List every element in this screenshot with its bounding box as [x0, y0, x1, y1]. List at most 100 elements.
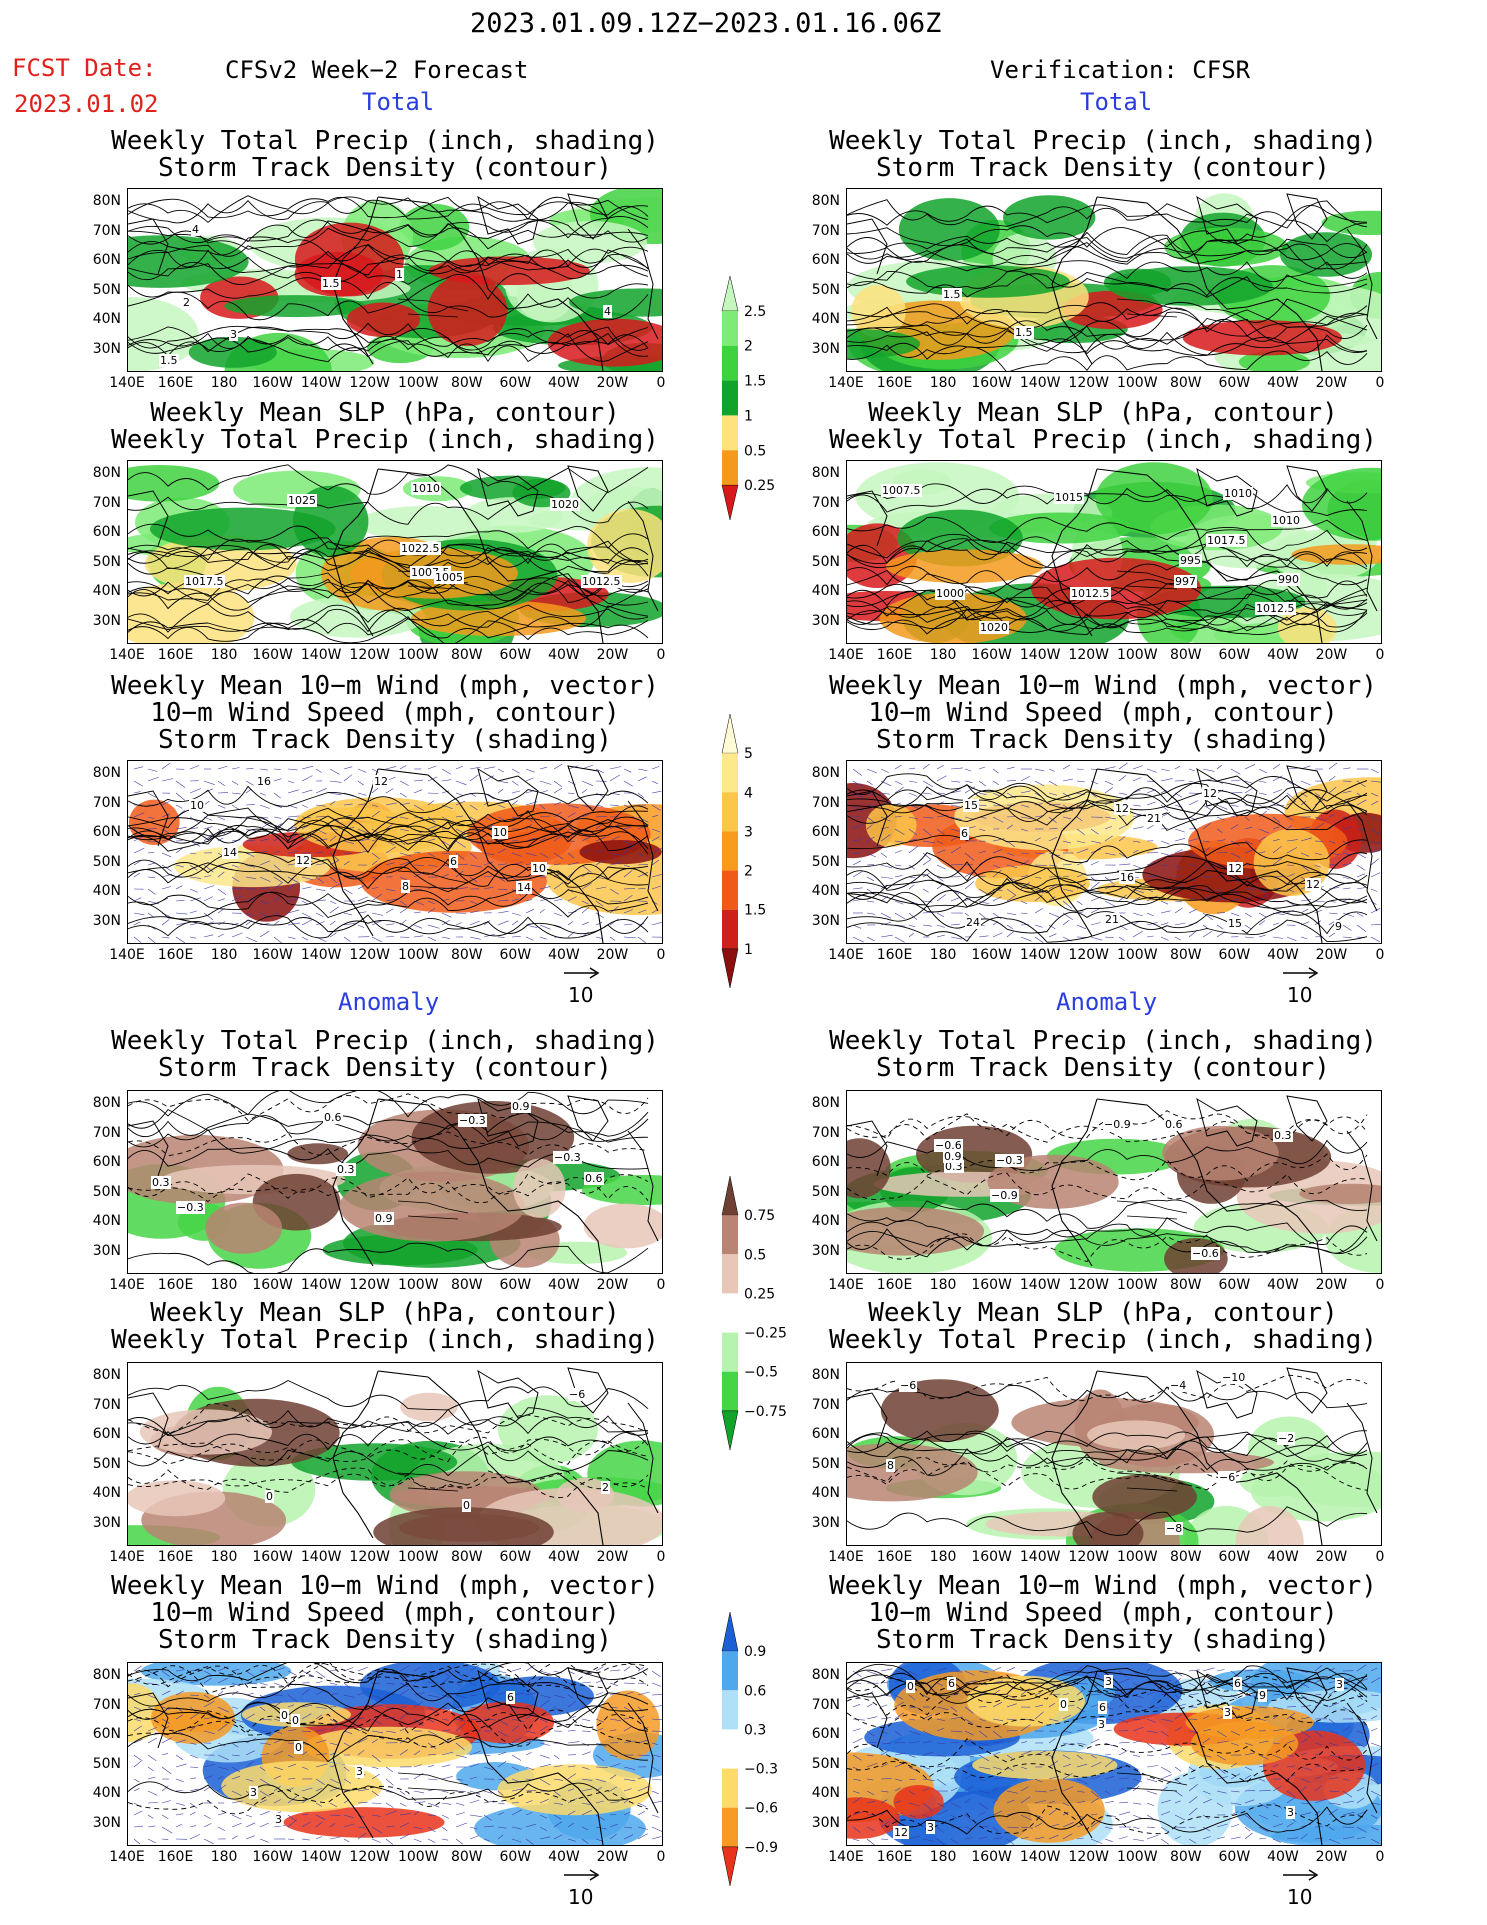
colorbar-tick-label: 2 [744, 339, 753, 355]
map-plot: −0.9 −0.6 0.3 0.6 0.3 0.9 −0.6 −0.3 −0.9 [846, 1090, 1382, 1274]
colorbar-segment [722, 1215, 738, 1255]
lat-tick-label: 60N [811, 1154, 840, 1170]
colorbar-segment [722, 1332, 738, 1372]
lat-tick-label: 30N [811, 1242, 840, 1259]
lon-tick-label: 0 [1375, 1549, 1385, 1565]
section-total-right: Total [1080, 88, 1153, 116]
lat-tick-label: 80N [811, 1367, 840, 1383]
lat-tick-label: 40N [811, 1485, 840, 1501]
contour-label: 12 [373, 775, 389, 788]
contour-label: 6 [449, 855, 458, 868]
lon-tick-label: 160W [971, 1549, 1012, 1565]
section-total-left: Total [362, 88, 435, 116]
lon-tick-label: 140W [1019, 647, 1061, 663]
lon-tick-label: 160E [876, 1277, 913, 1293]
lon-tick-label: 0 [1375, 375, 1385, 391]
lon-tick-label: 140E [828, 1277, 864, 1293]
lon-tick-label: 140W [1019, 1549, 1061, 1565]
panel-title: Weekly Mean SLP (hPa, contour) Weekly To… [829, 398, 1377, 455]
panel-title: Weekly Total Precip (inch, shading) Stor… [829, 126, 1377, 183]
lon-tick-label: 140E [109, 947, 145, 963]
lon-tick-label: 120W [1068, 1849, 1109, 1865]
lon-tick-label: 100W [397, 1849, 439, 1865]
contour-label: 4 [603, 305, 612, 318]
map-plot: −6 −8 −10 −2 8 −4 −6 [846, 1362, 1382, 1546]
lat-tick-label: 50N [92, 1755, 121, 1772]
lat-tick-label: 50N [92, 1455, 121, 1472]
contour-label: 0.3 [151, 1176, 171, 1189]
panel-title: Weekly Mean 10−m Wind (mph, vector) 10−m… [111, 1571, 659, 1655]
lon-tick-label: 140E [109, 375, 145, 391]
colorbar-segment [722, 345, 738, 381]
contour-label: −10 [1221, 1371, 1247, 1384]
contour-label: 3 [1286, 1806, 1295, 1819]
contour-label: 1000 [935, 587, 965, 600]
contour-label: 12 [1305, 878, 1321, 891]
contour-label: −6 [568, 1388, 587, 1401]
contour-label: 1015 [1054, 491, 1084, 504]
map-plot: 1.5 4 3 2 4 1.5 1 [127, 188, 663, 372]
colorbar-segment [722, 450, 738, 486]
lon-tick-label: 80W [1169, 1277, 1202, 1293]
lon-tick-label: 140W [1019, 947, 1061, 963]
lon-tick-label: 0 [656, 1277, 666, 1293]
lon-tick-label: 60W [499, 947, 532, 963]
lon-tick-label: 120W [349, 947, 390, 963]
lon-tick-label: 20W [596, 1849, 629, 1865]
lat-tick-label: 60N [92, 824, 121, 840]
lon-tick-label: 40W [1267, 947, 1299, 963]
lat-tick-label: 80N [92, 1667, 121, 1683]
lon-tick-label: 80W [1169, 647, 1202, 663]
lon-tick-label: 160E [876, 647, 913, 663]
contour-label: 1025 [287, 494, 317, 507]
lon-tick-label: 160W [971, 375, 1012, 391]
colorbar-cap [721, 1410, 739, 1451]
lon-tick-label: 140W [300, 375, 342, 391]
contour-label: 8 [886, 1459, 895, 1472]
lon-tick-label: 100W [397, 647, 439, 663]
panel-title: Weekly Total Precip (inch, shading) Stor… [111, 126, 659, 183]
lat-tick-label: 50N [92, 281, 121, 298]
lon-tick-label: 60W [499, 1849, 532, 1865]
lon-tick-label: 60W [499, 1549, 532, 1565]
lat-tick-label: 60N [811, 1726, 840, 1742]
lon-tick-label: 120W [1068, 647, 1109, 663]
arrow-icon [1283, 1869, 1319, 1881]
vector-reference: 10 [562, 1866, 602, 1909]
colorbar-tick-label: 1 [744, 408, 753, 424]
lon-tick-label: 60W [1218, 1277, 1251, 1293]
contour-label: 14 [222, 846, 238, 859]
contour-label: 14 [516, 881, 532, 894]
lon-tick-label: 160W [971, 947, 1012, 963]
colorbar-segment [722, 1729, 738, 1769]
panel-title: Weekly Mean 10−m Wind (mph, vector) 10−m… [111, 671, 659, 755]
colorbar-cap [721, 1175, 739, 1216]
lat-tick-label: 30N [92, 912, 121, 929]
lon-tick-label: 0 [656, 1849, 666, 1865]
lon-tick-label: 0 [1375, 1277, 1385, 1293]
colorbar-tick-label: 0.5 [744, 1247, 766, 1263]
lon-tick-label: 140W [1019, 375, 1061, 391]
lat-tick-label: 60N [92, 1154, 121, 1170]
colorbar-tick-label: 0.25 [744, 1286, 775, 1302]
lon-tick-label: 160W [252, 1549, 293, 1565]
lon-tick-label: 180 [210, 647, 238, 663]
lon-tick-label: 20W [596, 375, 629, 391]
colorbar-segment [722, 310, 738, 346]
contour-label: 0.9 [374, 1212, 394, 1225]
vector-reference-label: 10 [568, 983, 594, 1007]
lat-tick-label: 50N [92, 553, 121, 570]
contour-label: 6 [1098, 1701, 1107, 1714]
contour-label: 1010 [1271, 514, 1301, 527]
contour-label: 0.3 [336, 1163, 356, 1176]
lat-tick-label: 50N [92, 1183, 121, 1200]
contour-label: 21 [1146, 812, 1162, 825]
vector-reference-label: 10 [568, 1885, 594, 1909]
lat-tick-label: 60N [92, 524, 121, 540]
colorbar-segment [722, 753, 738, 793]
contour-label: 1022.5 [400, 542, 441, 555]
contour-label: 21 [1104, 913, 1120, 926]
lon-tick-label: 180 [929, 1277, 957, 1293]
contour-label: −0.6 [1191, 1247, 1220, 1260]
contour-label: 16 [1119, 871, 1135, 884]
